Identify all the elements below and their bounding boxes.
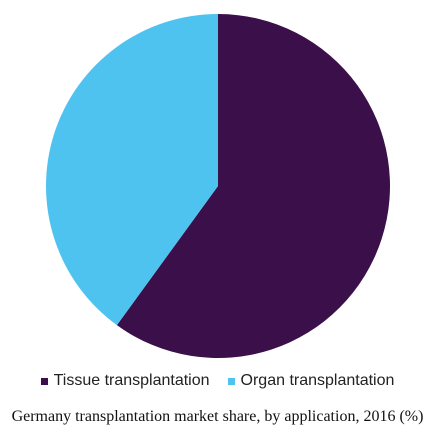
legend-label-organ: Organ transplantation [240, 372, 395, 389]
legend: Tissue transplantation Organ transplanta… [0, 369, 435, 393]
chart-title: Germany transplantation market share, by… [11, 408, 424, 425]
pie-slice-tissue-transplantation [116, 14, 391, 359]
legend-item-tissue: Tissue transplantation [40, 372, 210, 390]
pie-slice-organ-transplantation [46, 14, 219, 326]
pie-chart [46, 14, 391, 359]
legend-label-tissue: Tissue transplantation [53, 372, 210, 389]
legend-item-organ: Organ transplantation [227, 372, 395, 390]
legend-swatch-organ [227, 377, 235, 385]
legend-swatch-tissue [40, 377, 48, 385]
